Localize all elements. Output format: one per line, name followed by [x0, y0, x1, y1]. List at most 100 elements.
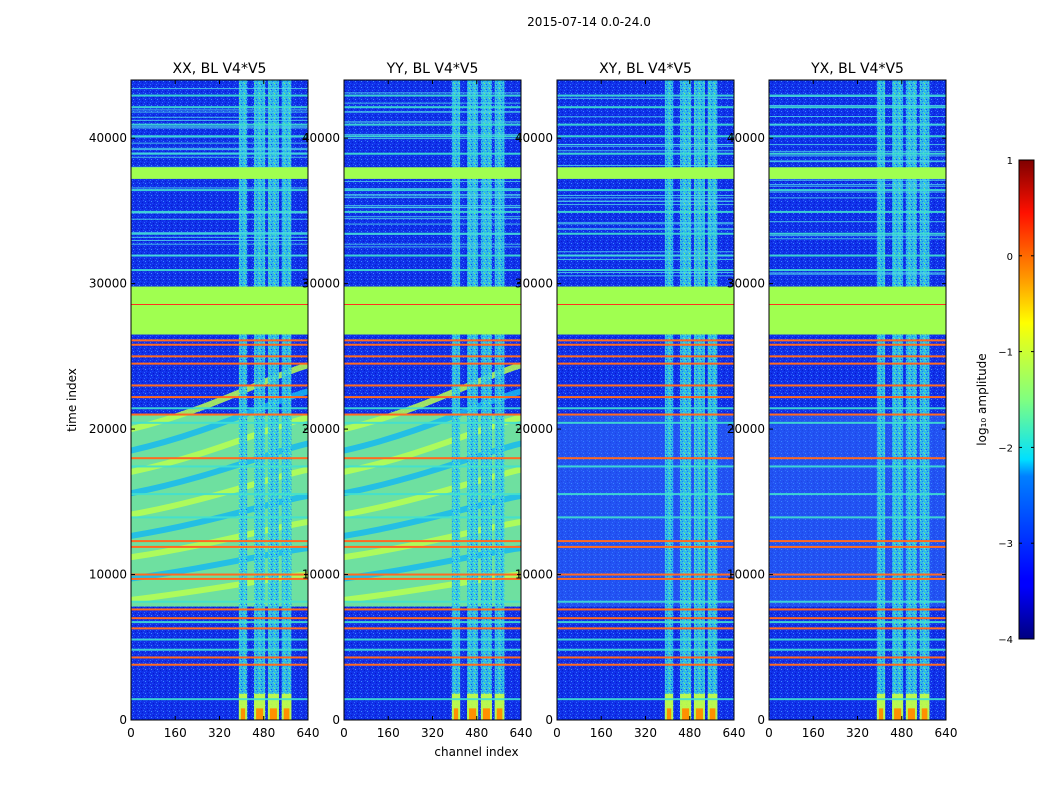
cyan-time-line [344, 621, 521, 624]
cyan-time-line [557, 232, 734, 235]
orange-time-line [557, 627, 734, 630]
orange-time-line [344, 608, 521, 611]
noise-streak [557, 116, 734, 118]
orange-time-line [344, 355, 521, 358]
cyan-time-line [769, 493, 946, 496]
noise-streak [557, 204, 734, 206]
fringe-arc [344, 571, 521, 603]
orange-time-line [769, 384, 946, 387]
rfi-burst-peak [469, 708, 477, 720]
noise-streak [557, 228, 734, 230]
noise-streak [769, 150, 946, 152]
cyan-time-line [769, 698, 946, 701]
cyan-time-line [131, 210, 308, 213]
orange-time-line [344, 573, 521, 576]
rfi-burst [480, 693, 492, 720]
cyan-time-line [769, 621, 946, 624]
cyan-time-line [557, 621, 734, 624]
rfi-channel-band [480, 80, 492, 720]
orange-time-line [131, 656, 308, 659]
orange-time-line [131, 573, 308, 576]
noise-streak [131, 111, 308, 113]
cyan-time-line [344, 106, 521, 109]
cyan-time-line [769, 94, 946, 97]
orange-time-line [131, 545, 308, 548]
cyan-time-line [557, 648, 734, 651]
orange-time-line [557, 663, 734, 666]
colorbar-tick-label: −1 [998, 348, 1013, 359]
heatmap-image [557, 80, 734, 720]
cyan-time-line [344, 465, 521, 468]
orange-time-line [557, 396, 734, 399]
cyan-time-line [131, 123, 308, 126]
y-tick-label: 10000 [515, 568, 553, 582]
noise-streak [131, 212, 308, 214]
orange-time-line [769, 457, 946, 460]
flagged-time-band [769, 286, 946, 335]
colorbar-tick-label: −4 [998, 635, 1013, 646]
orange-time-line [557, 362, 734, 365]
x-tick-label: 320 [421, 726, 444, 740]
noise-streak [131, 218, 308, 220]
orange-time-line [344, 339, 521, 342]
y-tick-label: 40000 [515, 131, 553, 145]
rfi-burst-peak [695, 708, 703, 720]
cyan-time-line [344, 407, 521, 410]
cyan-time-line [344, 698, 521, 701]
noise-streak [131, 152, 308, 154]
cyan-time-line [131, 621, 308, 624]
rfi-burst [664, 693, 674, 720]
noise-streak [344, 111, 521, 113]
orange-time-line [131, 617, 308, 620]
fringe-arc [131, 362, 308, 433]
rfi-channel-band [267, 80, 279, 720]
x-tick-label: 320 [634, 726, 657, 740]
orange-time-line [131, 413, 308, 416]
orange-time-line [131, 627, 308, 630]
orange-time-line [769, 362, 946, 365]
cyan-time-line [769, 269, 946, 272]
cyan-time-line [769, 254, 946, 257]
noise-streak [557, 272, 734, 274]
noise-streak [557, 150, 734, 152]
noise-streak [131, 187, 308, 189]
flagged-band-line [769, 304, 946, 305]
panel-title: YY, BL V4*V5 [386, 61, 479, 77]
rfi-channel-band [892, 80, 904, 720]
noise-streak [131, 126, 308, 128]
y-tick-label: 30000 [727, 277, 765, 291]
heatmap-image [769, 80, 946, 720]
orange-time-line [557, 577, 734, 580]
y-tick-label: 40000 [89, 131, 127, 145]
orange-time-line [344, 656, 521, 659]
cyan-time-line [557, 152, 734, 155]
orange-time-line [557, 573, 734, 576]
orange-time-line [131, 384, 308, 387]
noise-streak [557, 223, 734, 225]
x-tick-label: 480 [465, 726, 488, 740]
x-tick-label: 0 [553, 726, 561, 740]
fringe-arc [344, 388, 521, 454]
orange-time-line [769, 577, 946, 580]
cyan-time-line [344, 648, 521, 651]
flagged-time-band [557, 286, 734, 335]
y-tick-label: 20000 [89, 422, 127, 436]
cyan-time-line [131, 106, 308, 109]
orange-time-line [131, 355, 308, 358]
noise-streak [344, 92, 521, 94]
noise-streak [131, 127, 308, 129]
y-tick-label: 0 [545, 713, 553, 727]
rfi-burst [451, 693, 461, 720]
noise-streak [769, 273, 946, 275]
x-tick-label: 160 [802, 726, 825, 740]
cyan-time-line [344, 421, 521, 424]
cyan-time-line [769, 135, 946, 138]
cross-hand-noise-region [769, 414, 946, 607]
orange-time-line [769, 540, 946, 543]
fringe-arc [131, 388, 308, 454]
y-axis-label: time index [65, 368, 79, 432]
noise-streak [557, 144, 734, 146]
orange-time-line [131, 396, 308, 399]
rfi-burst [494, 693, 505, 720]
flagged-time-band [344, 286, 521, 335]
